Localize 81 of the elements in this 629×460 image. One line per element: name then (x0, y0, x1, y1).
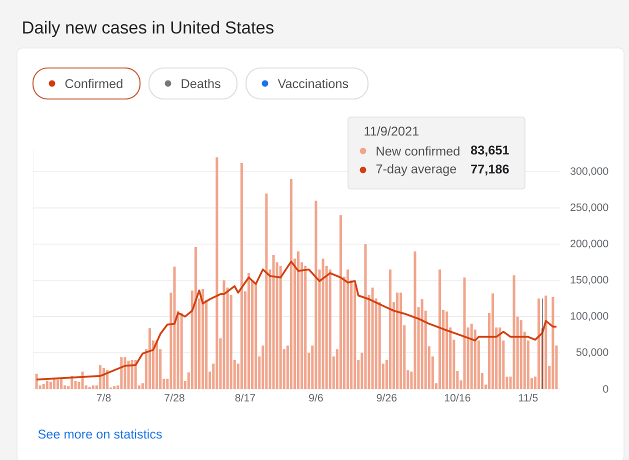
bar (492, 293, 494, 389)
bar (127, 360, 130, 389)
bar (202, 289, 204, 389)
text: Confirmed (65, 78, 122, 88)
bar (346, 269, 350, 389)
y-tick-label: 300,000 (570, 167, 608, 176)
bar (446, 312, 448, 389)
bar (98, 365, 102, 389)
annotation: 83,651 (470, 146, 509, 156)
bar (156, 340, 158, 389)
bar (396, 292, 399, 389)
bar (339, 215, 342, 389)
bar (328, 269, 332, 389)
y-tick-label: 250,000 (570, 204, 608, 212)
bar (148, 328, 151, 389)
bar (388, 269, 392, 389)
bar (46, 381, 48, 389)
bar (378, 302, 381, 389)
bar (265, 193, 268, 389)
bar (194, 247, 197, 389)
bar (60, 378, 63, 389)
x-tick-label: 9/6 (309, 394, 323, 402)
bar (364, 244, 367, 389)
bar (222, 280, 226, 389)
bar (56, 380, 60, 389)
annotation: 77,186 (471, 164, 509, 176)
bar (420, 299, 424, 389)
bar (544, 296, 548, 389)
bar (240, 163, 243, 389)
x-tick-label: 8/17 (235, 394, 256, 402)
bar (414, 251, 416, 389)
bar (470, 324, 473, 389)
bar (124, 357, 126, 389)
bar (254, 284, 258, 389)
bar (180, 312, 183, 389)
y-tick-label: 0 (603, 385, 608, 393)
bar (216, 157, 218, 389)
text: 11/9/2021 (364, 126, 418, 136)
text: See more on statistics (38, 429, 162, 439)
bar (538, 298, 540, 389)
legend-label: 7-day average (376, 164, 456, 176)
bar (400, 292, 402, 389)
bar (272, 255, 275, 389)
x-tick-label: 10/16 (444, 394, 470, 402)
y-tick-label: 150,000 (570, 276, 608, 285)
bar (49, 382, 52, 389)
legend-label: New confirmed (376, 146, 460, 156)
bar (290, 178, 292, 389)
bar (35, 374, 38, 389)
bar (297, 251, 300, 389)
chart-title: Daily new cases in United States (23, 20, 274, 38)
bar (438, 269, 442, 389)
y-tick-label: 200,000 (570, 240, 608, 249)
bar (371, 288, 374, 389)
bar (463, 277, 466, 389)
bar (314, 200, 318, 389)
bar (354, 284, 356, 389)
bar (42, 384, 45, 389)
x-tick-label: 7/8 (96, 394, 111, 402)
x-tick-label: 9/26 (376, 394, 397, 402)
text: Vaccinations (278, 78, 348, 88)
x-tick-label: 7/28 (164, 394, 184, 402)
bar (304, 266, 307, 389)
text: Deaths (182, 78, 220, 88)
line-series (36, 260, 558, 381)
bar (92, 385, 94, 389)
bar (498, 327, 502, 389)
bar (279, 266, 282, 389)
y-tick-label: 50,000 (576, 348, 608, 358)
x-tick-label: 11/5 (518, 394, 538, 402)
bar (52, 378, 56, 389)
bar (130, 360, 134, 389)
bar (552, 297, 554, 389)
bar (512, 275, 516, 389)
bar (173, 266, 176, 389)
bar (322, 258, 324, 389)
bar (520, 320, 522, 389)
bar (247, 273, 250, 389)
bar (120, 357, 123, 389)
y-tick-label: 100,000 (570, 312, 608, 321)
bar (113, 386, 116, 389)
